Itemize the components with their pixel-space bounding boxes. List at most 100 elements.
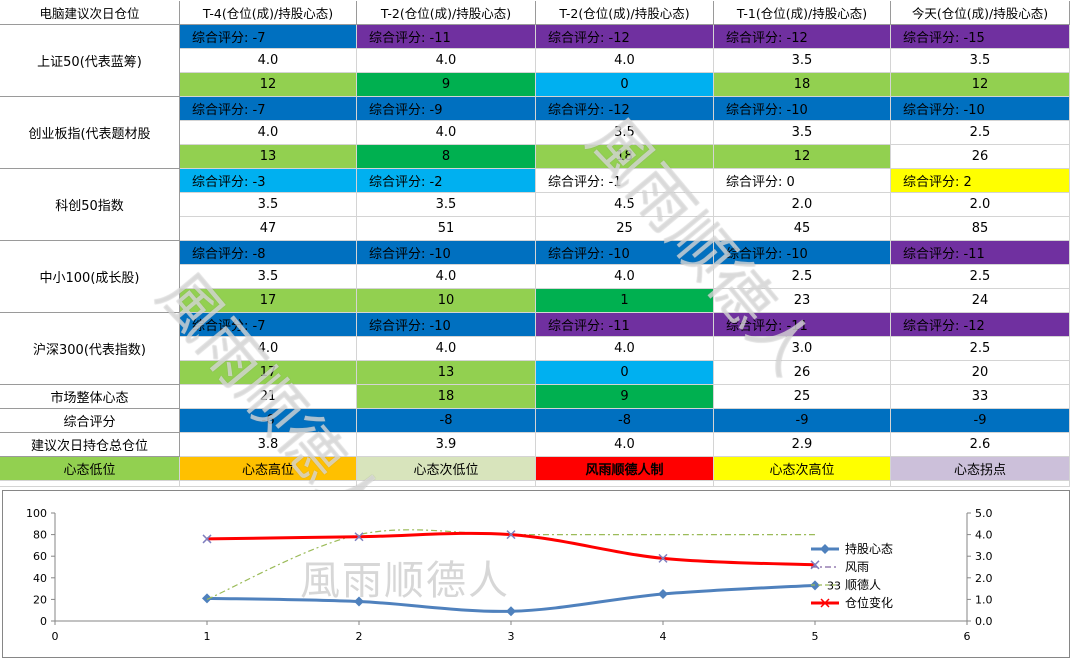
- score-cell[interactable]: 综合评分: -10: [357, 241, 536, 265]
- position-cell[interactable]: 3.5: [714, 49, 891, 73]
- summary-value-cell[interactable]: 9: [536, 385, 714, 409]
- position-cell[interactable]: 4.0: [180, 49, 357, 73]
- summary-value-cell[interactable]: -9: [714, 409, 891, 433]
- mood-cell[interactable]: 25: [536, 217, 714, 241]
- status-legend-cell[interactable]: 风雨顺德人制: [536, 457, 714, 481]
- empty-cell[interactable]: [891, 481, 1070, 487]
- status-legend-cell[interactable]: 心态高位: [180, 457, 357, 481]
- score-cell[interactable]: 综合评分: -11: [357, 25, 536, 49]
- position-cell[interactable]: 2.5: [714, 265, 891, 289]
- status-legend-cell[interactable]: 心态拐点: [891, 457, 1070, 481]
- header-column-cell[interactable]: 今天(仓位(成)/持股心态): [891, 1, 1070, 25]
- status-legend-cell[interactable]: 心态低位: [0, 457, 180, 481]
- score-cell[interactable]: 综合评分: -15: [891, 25, 1070, 49]
- summary-value-cell[interactable]: -8: [357, 409, 536, 433]
- position-cell[interactable]: 3.5: [180, 265, 357, 289]
- summary-value-cell[interactable]: 25: [714, 385, 891, 409]
- index-name-cell[interactable]: 中小100(成长股): [0, 241, 180, 313]
- mood-cell[interactable]: 13: [180, 145, 357, 169]
- score-cell[interactable]: 综合评分: -1: [536, 169, 714, 193]
- score-cell[interactable]: 综合评分: -2: [357, 169, 536, 193]
- mood-cell[interactable]: 18: [536, 145, 714, 169]
- position-cell[interactable]: 2.5: [891, 265, 1070, 289]
- score-cell[interactable]: 综合评分: -11: [536, 313, 714, 337]
- mood-cell[interactable]: 51: [357, 217, 536, 241]
- mood-cell[interactable]: 8: [357, 145, 536, 169]
- summary-value-cell[interactable]: -8: [536, 409, 714, 433]
- index-name-cell[interactable]: 创业板指(代表题材股: [0, 97, 180, 169]
- empty-cell[interactable]: [714, 481, 891, 487]
- index-name-cell[interactable]: 沪深300(代表指数): [0, 313, 180, 385]
- score-cell[interactable]: 综合评分: -10: [536, 241, 714, 265]
- status-legend-cell[interactable]: 心态次低位: [357, 457, 536, 481]
- summary-value-cell[interactable]: -6: [180, 409, 357, 433]
- position-cell[interactable]: 3.0: [714, 337, 891, 361]
- position-cell[interactable]: 4.0: [180, 121, 357, 145]
- summary-value-cell[interactable]: -9: [891, 409, 1070, 433]
- header-column-cell[interactable]: T-1(仓位(成)/持股心态): [714, 1, 891, 25]
- score-cell[interactable]: 综合评分: -7: [180, 313, 357, 337]
- empty-cell[interactable]: [180, 481, 357, 487]
- position-cell[interactable]: 3.5: [357, 193, 536, 217]
- empty-cell[interactable]: [536, 481, 714, 487]
- score-cell[interactable]: 综合评分: -10: [714, 241, 891, 265]
- score-cell[interactable]: 综合评分: -12: [714, 25, 891, 49]
- summary-value-cell[interactable]: 18: [357, 385, 536, 409]
- empty-cell[interactable]: [357, 481, 536, 487]
- position-cell[interactable]: 4.5: [536, 193, 714, 217]
- position-cell[interactable]: 4.0: [536, 49, 714, 73]
- mood-cell[interactable]: 17: [180, 361, 357, 385]
- mood-cell[interactable]: 12: [180, 73, 357, 97]
- header-column-cell[interactable]: T-2(仓位(成)/持股心态): [357, 1, 536, 25]
- summary-label-cell[interactable]: 综合评分: [0, 409, 180, 433]
- summary-value-cell[interactable]: 3.9: [357, 433, 536, 457]
- summary-label-cell[interactable]: 市场整体心态: [0, 385, 180, 409]
- score-cell[interactable]: 综合评分: 2: [891, 169, 1070, 193]
- mood-cell[interactable]: 85: [891, 217, 1070, 241]
- mood-cell[interactable]: 1: [536, 289, 714, 313]
- position-cell[interactable]: 4.0: [357, 265, 536, 289]
- summary-value-cell[interactable]: 3.8: [180, 433, 357, 457]
- mood-cell[interactable]: 9: [357, 73, 536, 97]
- score-cell[interactable]: 综合评分: -9: [357, 97, 536, 121]
- score-cell[interactable]: 综合评分: -7: [180, 25, 357, 49]
- mood-cell[interactable]: 12: [714, 145, 891, 169]
- position-cell[interactable]: 2.5: [891, 337, 1070, 361]
- summary-value-cell[interactable]: 4.0: [536, 433, 714, 457]
- score-cell[interactable]: 综合评分: -11: [891, 241, 1070, 265]
- score-cell[interactable]: 综合评分: -12: [536, 97, 714, 121]
- mood-cell[interactable]: 26: [891, 145, 1070, 169]
- header-column-cell[interactable]: T-2(仓位(成)/持股心态): [536, 1, 714, 25]
- mood-cell[interactable]: 12: [891, 73, 1070, 97]
- empty-cell[interactable]: [0, 481, 180, 487]
- score-cell[interactable]: 综合评分: -11: [714, 313, 891, 337]
- position-cell[interactable]: 3.5: [180, 193, 357, 217]
- mood-cell[interactable]: 45: [714, 217, 891, 241]
- mood-cell[interactable]: 23: [714, 289, 891, 313]
- position-cell[interactable]: 3.5: [891, 49, 1070, 73]
- mood-cell[interactable]: 0: [536, 73, 714, 97]
- score-cell[interactable]: 综合评分: -10: [357, 313, 536, 337]
- status-legend-cell[interactable]: 心态次高位: [714, 457, 891, 481]
- score-cell[interactable]: 综合评分: -10: [891, 97, 1070, 121]
- position-cell[interactable]: 4.0: [536, 337, 714, 361]
- mood-cell[interactable]: 0: [536, 361, 714, 385]
- mood-cell[interactable]: 13: [357, 361, 536, 385]
- position-cell[interactable]: 2.0: [891, 193, 1070, 217]
- score-cell[interactable]: 综合评分: -3: [180, 169, 357, 193]
- mood-cell[interactable]: 20: [891, 361, 1070, 385]
- position-cell[interactable]: 4.0: [180, 337, 357, 361]
- score-cell[interactable]: 综合评分: -10: [714, 97, 891, 121]
- header-corner-cell[interactable]: 电脑建议次日仓位: [0, 1, 180, 25]
- position-cell[interactable]: 2.5: [891, 121, 1070, 145]
- summary-value-cell[interactable]: 2.6: [891, 433, 1070, 457]
- position-cell[interactable]: 2.0: [714, 193, 891, 217]
- mood-cell[interactable]: 26: [714, 361, 891, 385]
- mood-cell[interactable]: 47: [180, 217, 357, 241]
- position-cell[interactable]: 3.5: [536, 121, 714, 145]
- mood-cell[interactable]: 24: [891, 289, 1070, 313]
- position-cell[interactable]: 4.0: [357, 337, 536, 361]
- position-cell[interactable]: 4.0: [357, 121, 536, 145]
- header-column-cell[interactable]: T-4(仓位(成)/持股心态): [180, 1, 357, 25]
- position-cell[interactable]: 4.0: [357, 49, 536, 73]
